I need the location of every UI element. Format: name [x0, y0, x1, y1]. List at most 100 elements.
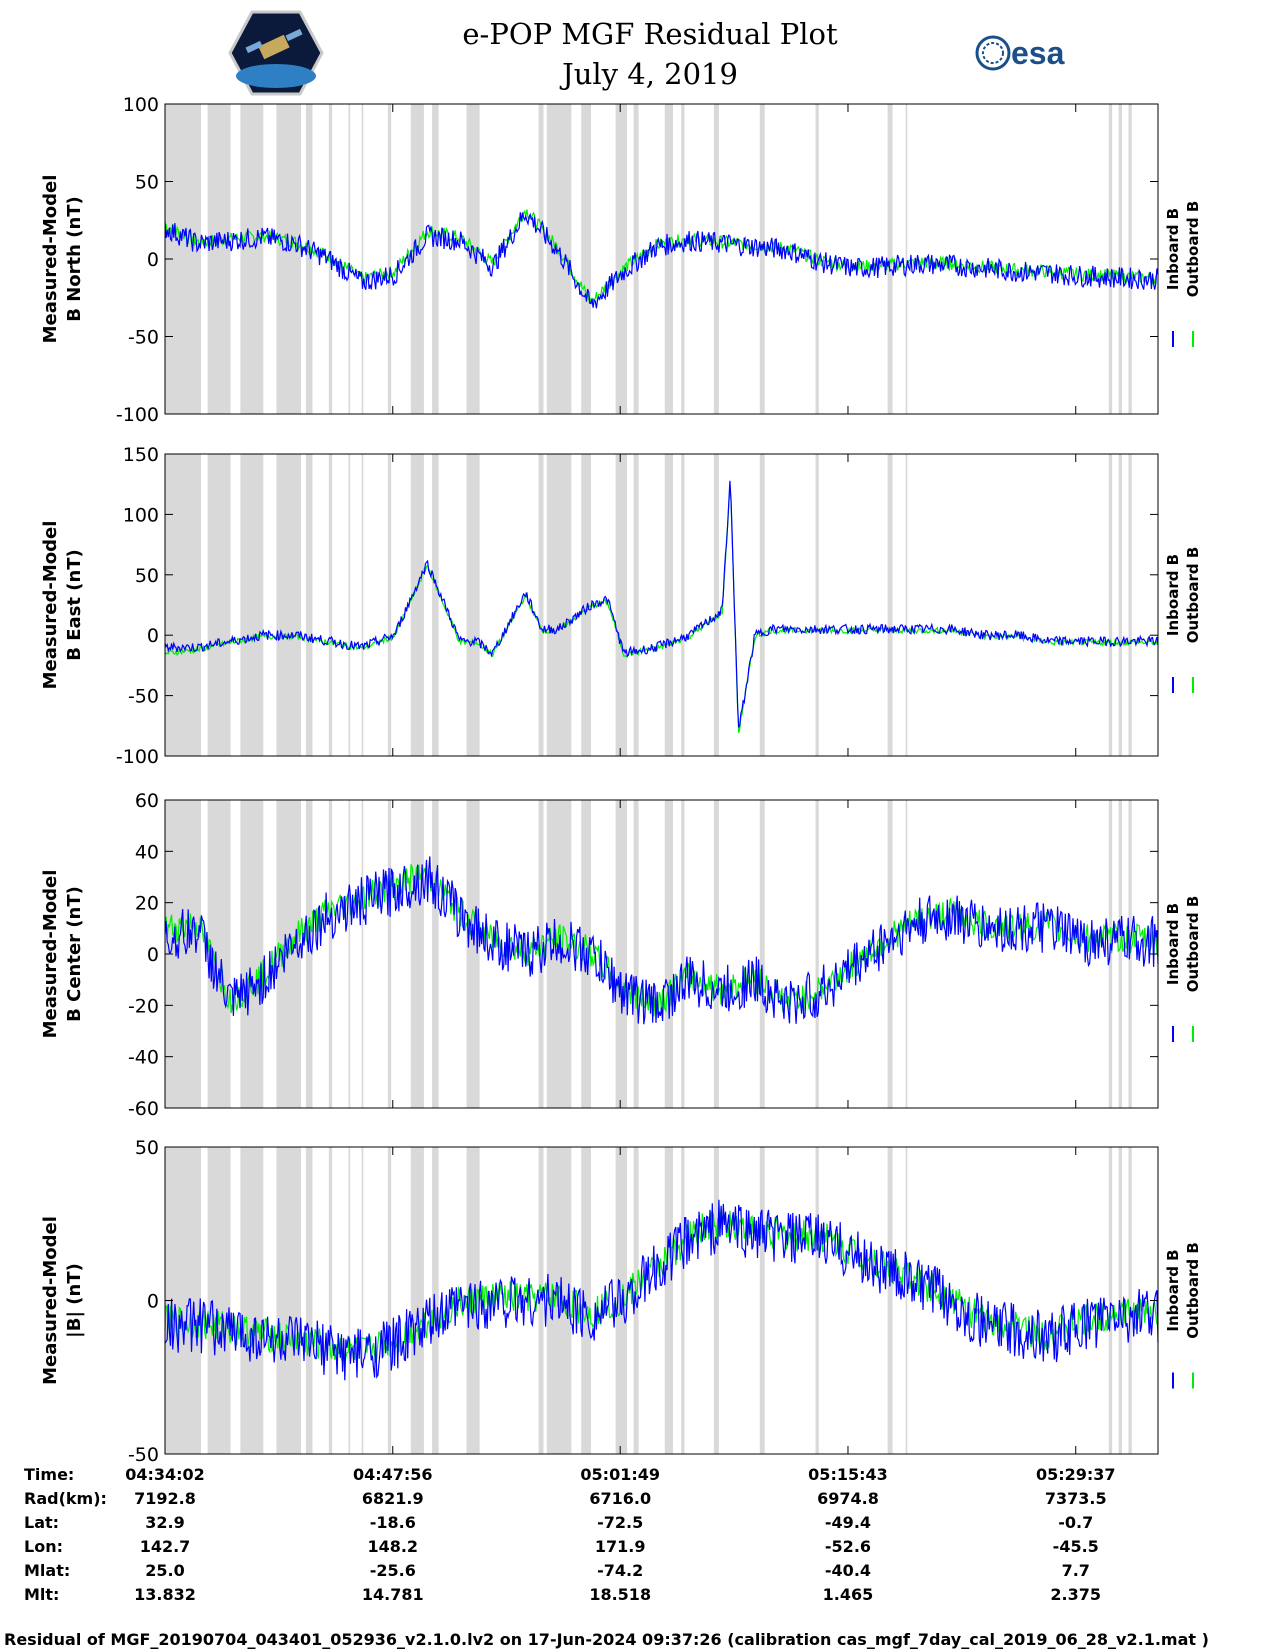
data-gap-band: [165, 454, 201, 756]
info-cell: 32.9: [105, 1513, 225, 1532]
data-gap-band: [760, 800, 765, 1108]
data-gap-band: [681, 454, 684, 756]
info-cell: 18.518: [560, 1585, 680, 1604]
data-gap-band: [665, 1147, 673, 1454]
data-gap-band: [888, 1147, 893, 1454]
data-gap-band: [906, 800, 908, 1108]
legend-outboard-label: Outboard B: [1184, 201, 1202, 298]
y-axis-label-line-2: B East (nT): [64, 549, 85, 661]
info-cell: 148.2: [333, 1537, 453, 1556]
axes-frame: [165, 1147, 1158, 1454]
y-axis-label-line-2: B Center (nT): [64, 886, 85, 1022]
data-gap-band: [240, 1147, 263, 1454]
info-cell: 04:34:02: [105, 1465, 225, 1484]
data-gap-band: [665, 800, 673, 1108]
y-tick-label: 50: [135, 565, 159, 587]
data-gap-band: [816, 800, 819, 1108]
info-cell: 25.0: [105, 1561, 225, 1580]
info-cell: -49.4: [788, 1513, 908, 1532]
data-gap-band: [240, 104, 263, 414]
info-cell: -25.6: [333, 1561, 453, 1580]
info-row: Mlt: 13.832 14.781 18.518 1.465 2.375: [20, 1585, 1200, 1609]
data-gap-band: [1119, 104, 1122, 414]
data-gap-band: [240, 454, 263, 756]
data-gap-band: [411, 800, 424, 1108]
info-cell: 171.9: [560, 1537, 680, 1556]
y-tick-label: -50: [128, 327, 159, 349]
inboard-series-line: [165, 481, 1158, 728]
data-gap-band: [349, 1147, 351, 1454]
data-gap-band: [306, 1147, 313, 1454]
data-gap-band: [349, 800, 351, 1108]
y-tick-label: 0: [147, 944, 159, 966]
data-gap-band: [539, 454, 544, 756]
data-gap-band: [634, 800, 639, 1108]
info-cell: 6974.8: [788, 1489, 908, 1508]
data-gap-band: [906, 1147, 908, 1454]
info-cell: 05:15:43: [788, 1465, 908, 1484]
y-tick-label: 100: [123, 94, 159, 116]
data-gap-band: [362, 800, 364, 1108]
y-tick-label: -20: [128, 995, 159, 1017]
info-cell: 05:01:49: [560, 1465, 680, 1484]
axes-frame: [165, 454, 1158, 756]
data-gap-band: [816, 1147, 819, 1454]
panel-4: -50050Measured-Model |B| (nT) Inboard B Out…: [40, 1137, 1202, 1466]
data-gap-band: [467, 800, 480, 1108]
info-cell: 1.465: [788, 1585, 908, 1604]
info-cell: 142.7: [105, 1537, 225, 1556]
data-gap-band: [329, 1147, 332, 1454]
data-gap-band: [616, 800, 627, 1108]
data-gap-band: [888, 800, 893, 1108]
data-gap-band: [411, 1147, 424, 1454]
y-tick-label: 50: [135, 172, 159, 194]
info-row: Time: 04:34:02 04:47:56 05:01:49 05:15:43 05:…: [20, 1465, 1200, 1489]
data-gap-band: [349, 454, 351, 756]
data-gap-band: [906, 104, 908, 414]
inboard-series-line: [165, 212, 1158, 308]
y-axis-label-line-1: Measured-Model: [40, 870, 61, 1039]
data-gap-band: [362, 104, 364, 414]
y-tick-label: 150: [123, 444, 159, 466]
y-tick-label: -40: [128, 1047, 159, 1069]
data-gap-band: [681, 104, 684, 414]
axes-frame: [165, 104, 1158, 414]
data-gap-band: [1129, 1147, 1132, 1454]
legend-inboard-label: Inboard B: [1164, 903, 1182, 985]
info-cell: 7373.5: [1016, 1489, 1136, 1508]
data-gap-band: [888, 454, 893, 756]
y-axis-label-line-2: B North (nT): [64, 196, 85, 322]
data-gap-band: [760, 1147, 765, 1454]
data-gap-band: [329, 800, 332, 1108]
data-gap-band: [681, 800, 684, 1108]
y-axis-label-line-1: Measured-Model: [40, 175, 61, 344]
data-gap-band: [634, 454, 639, 756]
y-tick-label: 0: [147, 625, 159, 647]
info-row: Rad(km): 7192.8 6821.9 6716.0 6974.8 7373.5: [20, 1489, 1200, 1513]
data-gap-band: [616, 454, 627, 756]
info-row: Mlat: 25.0 -25.6 -74.2 -40.4 7.7: [20, 1561, 1200, 1585]
panel-2: -100 -50 0 50 100 150 Measured-Model B East (nT…: [40, 444, 1202, 768]
data-gap-band: [306, 104, 313, 414]
info-cell: -40.4: [788, 1561, 908, 1580]
info-row-label: Mlt:: [24, 1585, 59, 1604]
data-gap-band: [714, 454, 719, 756]
inboard-series-line: [165, 856, 1158, 1024]
data-gap-band: [276, 1147, 301, 1454]
legend-inboard-label: Inboard B: [1164, 554, 1182, 636]
data-gap-band: [388, 454, 391, 756]
legend-inboard-label: Inboard B: [1164, 1249, 1182, 1331]
y-tick-label: -100: [116, 746, 159, 768]
data-gap-band: [208, 454, 231, 756]
data-gap-band: [208, 1147, 231, 1454]
data-gap-band: [616, 104, 627, 414]
info-cell: 7.7: [1016, 1561, 1136, 1580]
legend-outboard-label: Outboard B: [1184, 896, 1202, 993]
data-gap-band: [1129, 454, 1132, 756]
y-tick-label: 40: [135, 841, 159, 863]
info-row-label: Time:: [24, 1465, 74, 1484]
data-gap-band: [906, 454, 908, 756]
info-cell: -52.6: [788, 1537, 908, 1556]
data-gap-band: [1119, 800, 1122, 1108]
